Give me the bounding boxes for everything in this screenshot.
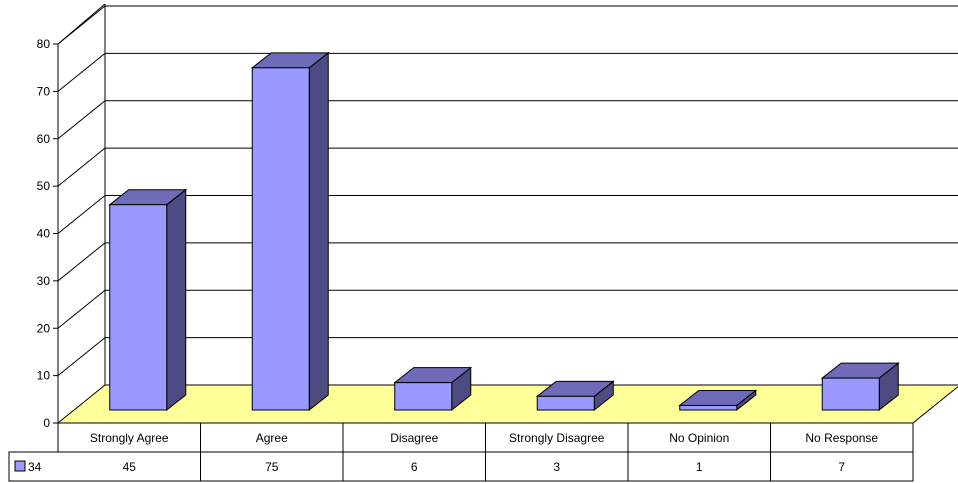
y-tick-label: 80 — [37, 37, 51, 51]
bar-side — [308, 51, 329, 412]
gridline-side — [57, 337, 106, 377]
x-tick-label: Agree — [256, 431, 288, 445]
bar-side — [166, 188, 187, 412]
y-tick-label: 10 — [37, 369, 51, 383]
data-label: 7 — [838, 460, 845, 474]
bar-agree — [250, 51, 330, 412]
bar-front — [251, 67, 310, 411]
y-tick-label: 70 — [37, 84, 51, 98]
x-tick-label: No Opinion — [669, 431, 729, 445]
data-table: Strongly Agree 45 Agree 75 Disagree 6 Strongly… — [8, 422, 914, 482]
gridline-side — [57, 242, 106, 282]
bar-disagree — [393, 366, 473, 412]
bar-front — [109, 204, 168, 411]
y-tick-label: 0 — [43, 416, 50, 430]
y-tick-label: 40 — [37, 227, 51, 241]
bar-no-opinion — [678, 389, 758, 412]
data-label: 1 — [696, 460, 703, 474]
bar-front — [821, 377, 880, 411]
x-tick-label: Strongly Disagree — [509, 431, 605, 445]
table-value-row — [8, 451, 914, 482]
data-label: 6 — [411, 460, 418, 474]
gridline-side — [57, 289, 106, 329]
legend-label: 34 — [28, 460, 42, 474]
y-axis: 0 10 20 30 40 50 60 70 80 — [37, 37, 58, 430]
bar-no-response — [820, 362, 900, 412]
x-tick-label: Disagree — [390, 431, 438, 445]
gridline-side — [57, 5, 106, 45]
x-tick-label: Strongly Agree — [90, 431, 169, 445]
gridline-side — [57, 147, 106, 187]
gridline-side — [57, 52, 106, 92]
data-label: 3 — [553, 460, 560, 474]
y-tick-label: 30 — [37, 274, 51, 288]
y-tick-label: 50 — [37, 179, 51, 193]
legend-swatch — [14, 460, 26, 472]
gridline-side — [57, 195, 106, 234]
data-label: 45 — [123, 460, 137, 474]
y-tick-label: 60 — [37, 132, 51, 146]
bar-strongly-disagree — [535, 380, 615, 412]
bar-front — [394, 382, 453, 411]
x-tick-label: No Response — [805, 431, 878, 445]
chart-back-wall — [57, 3, 958, 423]
data-label: 75 — [265, 460, 279, 474]
bar-strongly-agree — [108, 188, 188, 412]
bar-front — [536, 395, 595, 411]
y-tick-label: 20 — [37, 321, 51, 335]
bar-front — [679, 404, 738, 411]
gridline-side — [57, 100, 106, 140]
bars — [108, 51, 900, 412]
